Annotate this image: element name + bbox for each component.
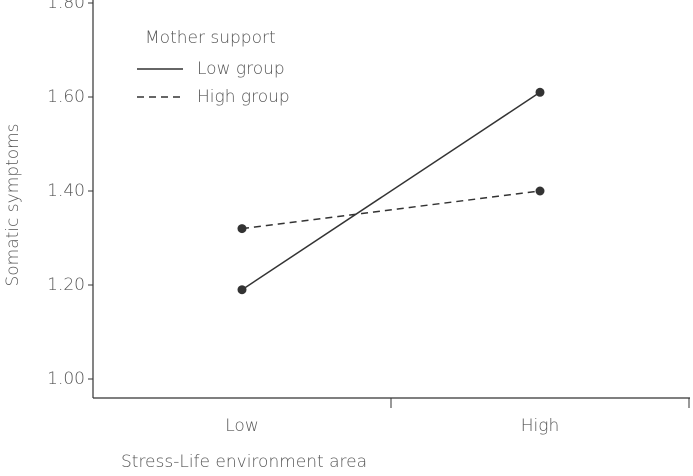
y-tick-label: 1.40 [47,181,85,201]
point [237,285,247,295]
series-line [241,91,541,291]
y-axis-label: Somatic symptoms [3,123,23,286]
x-tick-label: High [521,416,559,436]
y-tick-label: 1.80 [47,0,85,13]
point [535,186,545,196]
legend-label: High group [197,87,290,107]
series-line [241,190,541,230]
y-tick-label: 1.00 [47,369,85,389]
y-tick-label: 1.20 [47,275,85,295]
x-axis-label: Stress-Life environment area [121,452,367,472]
point [535,87,545,97]
legend-label: Low group [197,59,285,79]
y-tick-label: 1.60 [47,87,85,107]
x-tick-label: Low [225,416,258,436]
legend-title: Mother support [145,28,276,48]
point [237,224,247,234]
